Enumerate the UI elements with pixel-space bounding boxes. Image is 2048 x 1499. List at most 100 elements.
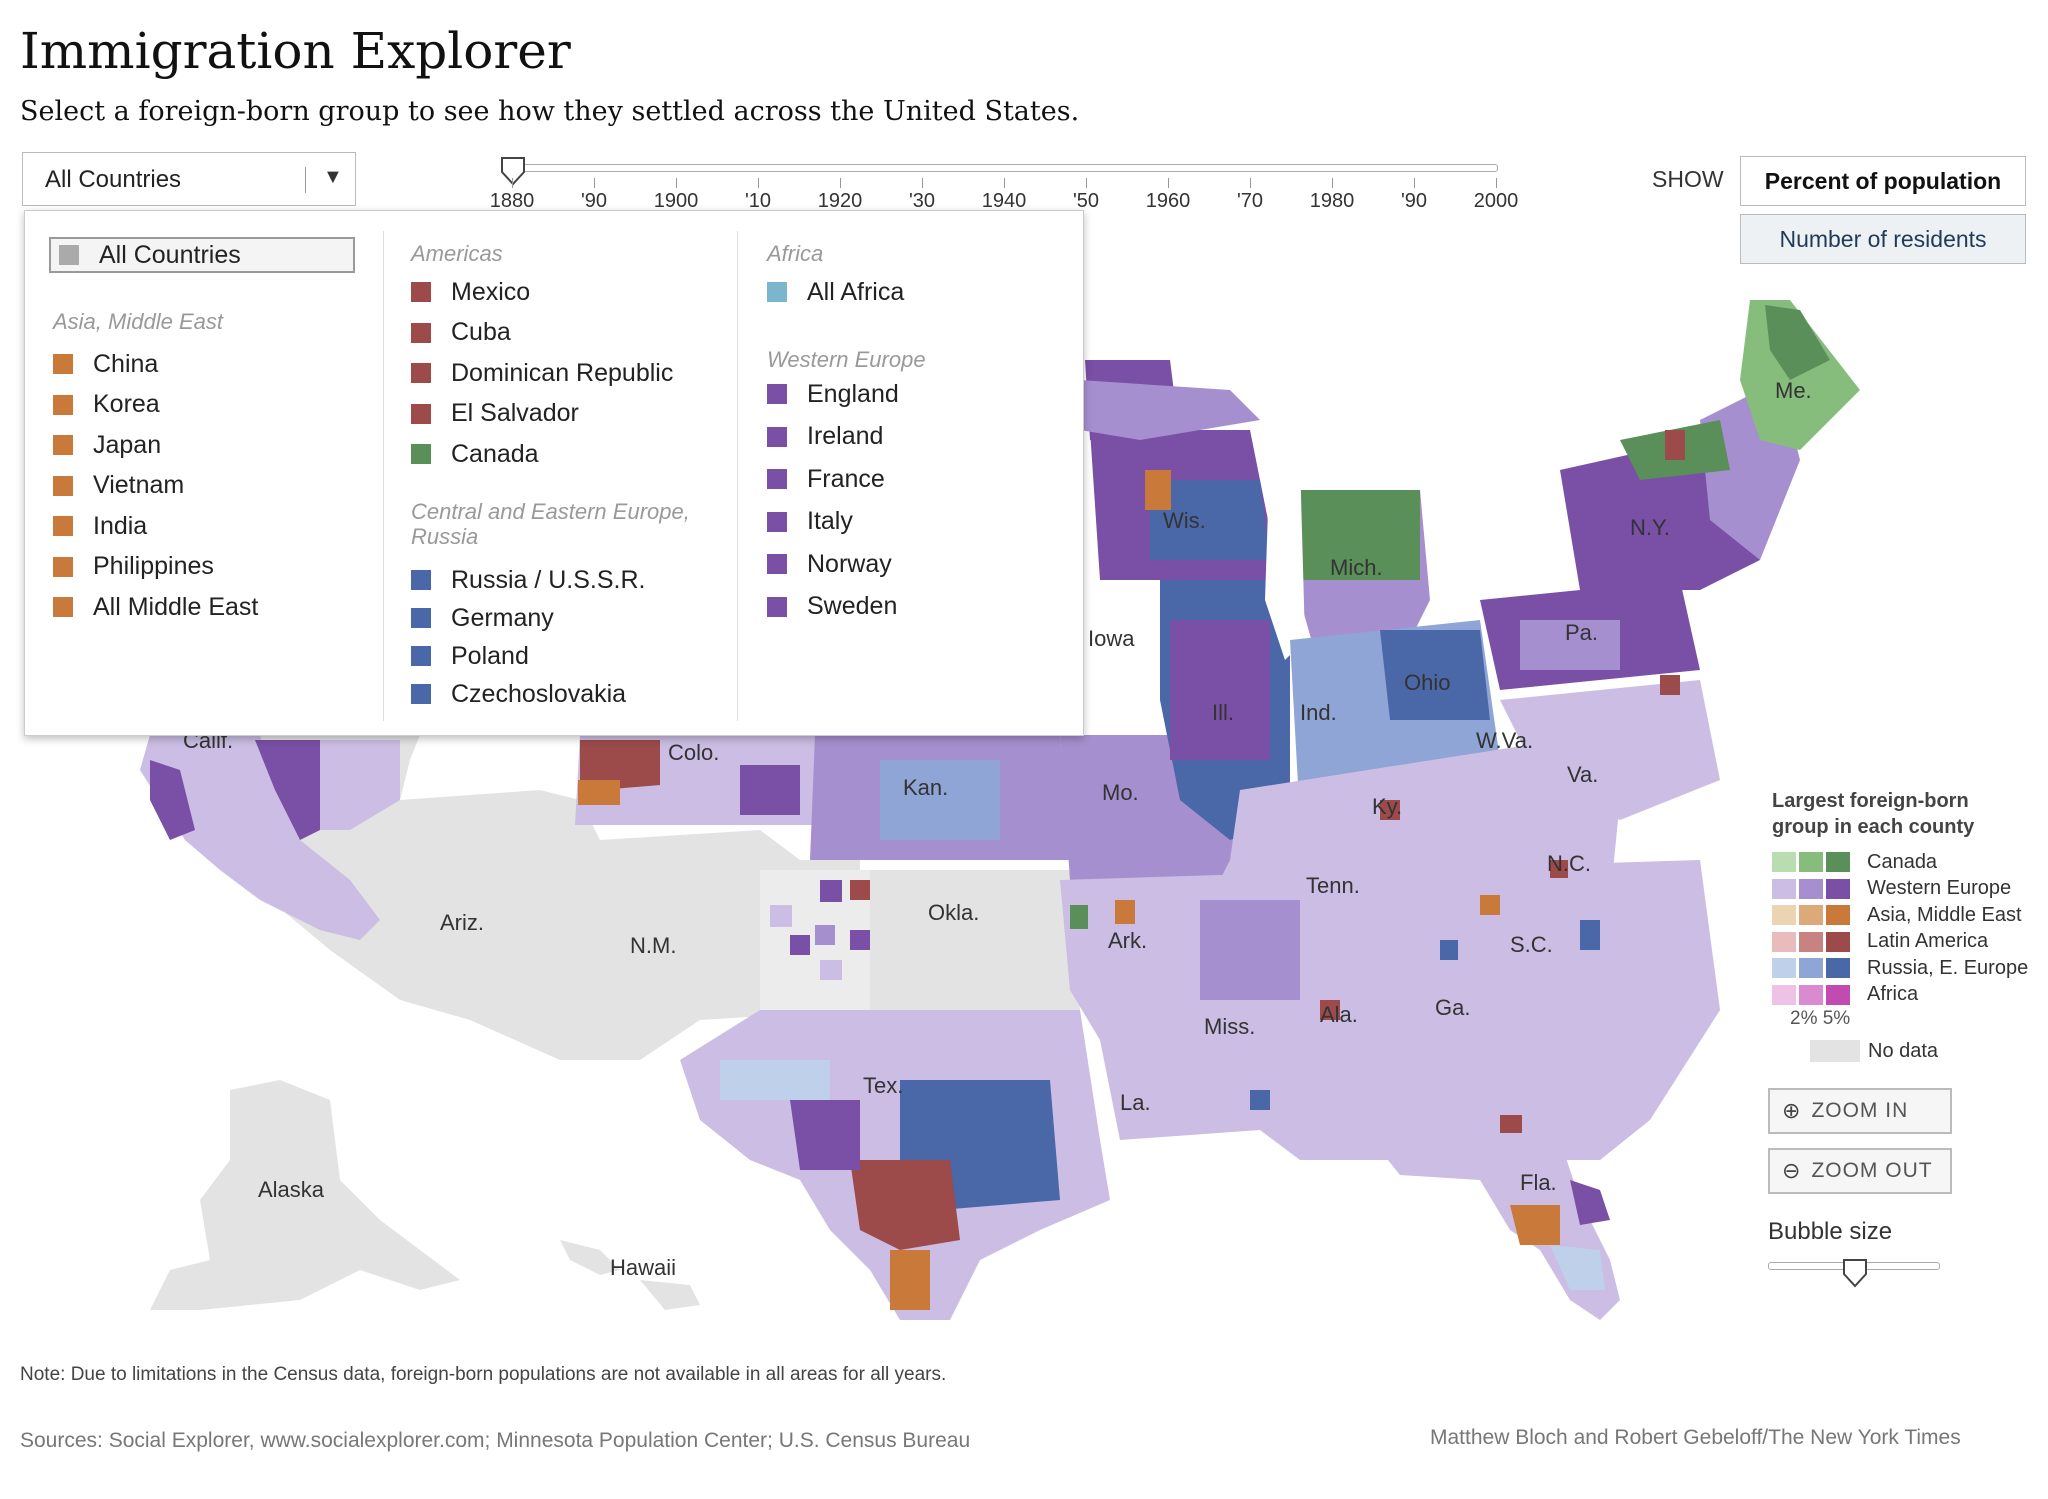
- asia-option[interactable]: China: [53, 349, 158, 379]
- state-label: Colo.: [668, 740, 719, 765]
- group-heading-western-europe: Western Europe: [767, 347, 926, 372]
- year-tick: [1250, 178, 1251, 188]
- group-heading-americas: Americas: [411, 241, 503, 266]
- percent-of-population-button[interactable]: Percent of population: [1740, 156, 2026, 206]
- swatch-icon: [53, 394, 73, 415]
- asia-option[interactable]: Vietnam: [53, 471, 184, 501]
- zoom-in-label: ZOOM IN: [1811, 1099, 1909, 1122]
- western-europe-option[interactable]: France: [767, 464, 885, 494]
- all-countries-option[interactable]: All Countries: [49, 237, 355, 273]
- year-label[interactable]: 1920: [817, 190, 863, 212]
- western-europe-option[interactable]: Sweden: [767, 592, 897, 622]
- slider-track[interactable]: [512, 164, 1498, 172]
- state-label: Tex.: [863, 1073, 903, 1098]
- state-label: Miss.: [1204, 1014, 1255, 1039]
- swatch-icon: [767, 426, 787, 447]
- footnote: Note: Due to limitations in the Census d…: [20, 1364, 947, 1385]
- bubble-size-label: Bubble size: [1768, 1218, 1893, 1245]
- western-europe-option[interactable]: England: [767, 379, 899, 409]
- state-label: Me.: [1775, 378, 1812, 403]
- bubble-size-slider[interactable]: [1768, 1258, 1940, 1298]
- asia-option[interactable]: Japan: [53, 430, 161, 460]
- legend-row: Asia, Middle East: [1772, 903, 2022, 927]
- legend-swatch: [1826, 878, 1850, 899]
- option-label: El Salvador: [451, 399, 579, 427]
- group-heading-eastern-europe: Central and Eastern Europe, Russia: [411, 499, 690, 549]
- year-label[interactable]: 2000: [1473, 190, 1519, 212]
- eastern-europe-option[interactable]: Russia / U.S.S.R.: [411, 565, 646, 595]
- zoom-out-button[interactable]: ⊖ ZOOM OUT: [1768, 1148, 1952, 1194]
- americas-option[interactable]: El Salvador: [411, 399, 579, 429]
- country-dropdown-panel: All Countries Asia, Middle East China Kor…: [24, 210, 1084, 736]
- year-label[interactable]: '70: [1236, 190, 1264, 212]
- virginia-region: [1500, 680, 1720, 820]
- year-tick: [1086, 178, 1087, 188]
- state-label: Ky.: [1372, 794, 1402, 819]
- americas-option[interactable]: Mexico: [411, 277, 530, 307]
- year-label[interactable]: '30: [908, 190, 936, 212]
- slider-handle-icon[interactable]: [1842, 1258, 1868, 1290]
- zoom-in-button[interactable]: ⊕ ZOOM IN: [1768, 1088, 1952, 1134]
- column-divider: [383, 231, 384, 721]
- americas-option[interactable]: Canada: [411, 439, 539, 469]
- year-label[interactable]: '90: [1400, 190, 1428, 212]
- swatch-icon: [767, 384, 787, 404]
- chevron-down-icon[interactable]: ▼: [323, 166, 343, 188]
- number-of-residents-button[interactable]: Number of residents: [1740, 214, 2026, 264]
- western-europe-option[interactable]: Norway: [767, 549, 892, 579]
- option-label: Ireland: [807, 422, 884, 450]
- option-label: Dominican Republic: [451, 358, 674, 387]
- asia-option[interactable]: Korea: [53, 390, 160, 420]
- legend-title: Largest foreign-born group in each count…: [1772, 790, 1975, 838]
- legend-label: Western Europe: [1867, 877, 2012, 899]
- state-label: N.M.: [630, 933, 676, 958]
- year-label[interactable]: '90: [580, 190, 608, 212]
- asia-option[interactable]: Philippines: [53, 552, 214, 582]
- group-heading-asia: Asia, Middle East: [53, 309, 223, 334]
- year-tick: [1496, 178, 1497, 188]
- column-divider: [737, 231, 738, 721]
- western-europe-option[interactable]: Italy: [767, 507, 853, 537]
- dropdown-divider: [305, 167, 306, 193]
- swatch-icon: [411, 444, 431, 464]
- americas-option[interactable]: Cuba: [411, 318, 511, 348]
- western-europe-option[interactable]: Ireland: [767, 422, 883, 452]
- year-label[interactable]: 1880: [489, 190, 535, 212]
- asia-option[interactable]: India: [53, 511, 147, 541]
- state-label: Va.: [1567, 762, 1598, 787]
- legend-swatch: [1772, 878, 1796, 899]
- wisconsin-blue: [1150, 480, 1270, 560]
- year-label[interactable]: 1900: [653, 190, 699, 212]
- swatch-icon: [767, 282, 787, 302]
- year-label[interactable]: 1980: [1309, 190, 1355, 212]
- michigan-canada: [1300, 490, 1420, 580]
- year-label[interactable]: '50: [1072, 190, 1100, 212]
- option-label: Cuba: [451, 318, 511, 346]
- ohio-blue: [1380, 630, 1490, 720]
- eastern-europe-option[interactable]: Czechoslovakia: [411, 679, 626, 709]
- year-label[interactable]: '10: [744, 190, 772, 212]
- state-label: S.C.: [1510, 932, 1553, 957]
- americas-option[interactable]: Dominican Republic: [411, 358, 673, 388]
- asia-option[interactable]: All Middle East: [53, 592, 258, 622]
- legend-row: Canada: [1772, 850, 1937, 874]
- zoom-out-icon: ⊖: [1782, 1158, 1802, 1183]
- option-label: All Middle East: [93, 592, 259, 621]
- state-label: Ohio: [1404, 670, 1450, 695]
- year-slider[interactable]: 1880 '90 1900 '10 1920 '30 1940 '50 1960 '70 1980 '…: [490, 156, 1520, 216]
- slider-handle-icon[interactable]: [500, 156, 526, 188]
- year-label[interactable]: 1940: [981, 190, 1027, 212]
- country-dropdown[interactable]: All Countries ▼: [22, 152, 356, 206]
- swatch-icon: [411, 684, 431, 704]
- year-label[interactable]: 1960: [1145, 190, 1191, 212]
- swatch-icon: [411, 322, 431, 343]
- group-heading-africa: Africa: [767, 241, 824, 266]
- colorado-latin: [580, 740, 660, 790]
- legend-row: Africa: [1772, 983, 1918, 1007]
- eastern-europe-option[interactable]: Poland: [411, 641, 529, 671]
- africa-option[interactable]: All Africa: [767, 277, 904, 307]
- swatch-icon: [53, 475, 73, 496]
- texas-purple-west: [790, 1100, 860, 1170]
- eastern-europe-option[interactable]: Germany: [411, 603, 554, 633]
